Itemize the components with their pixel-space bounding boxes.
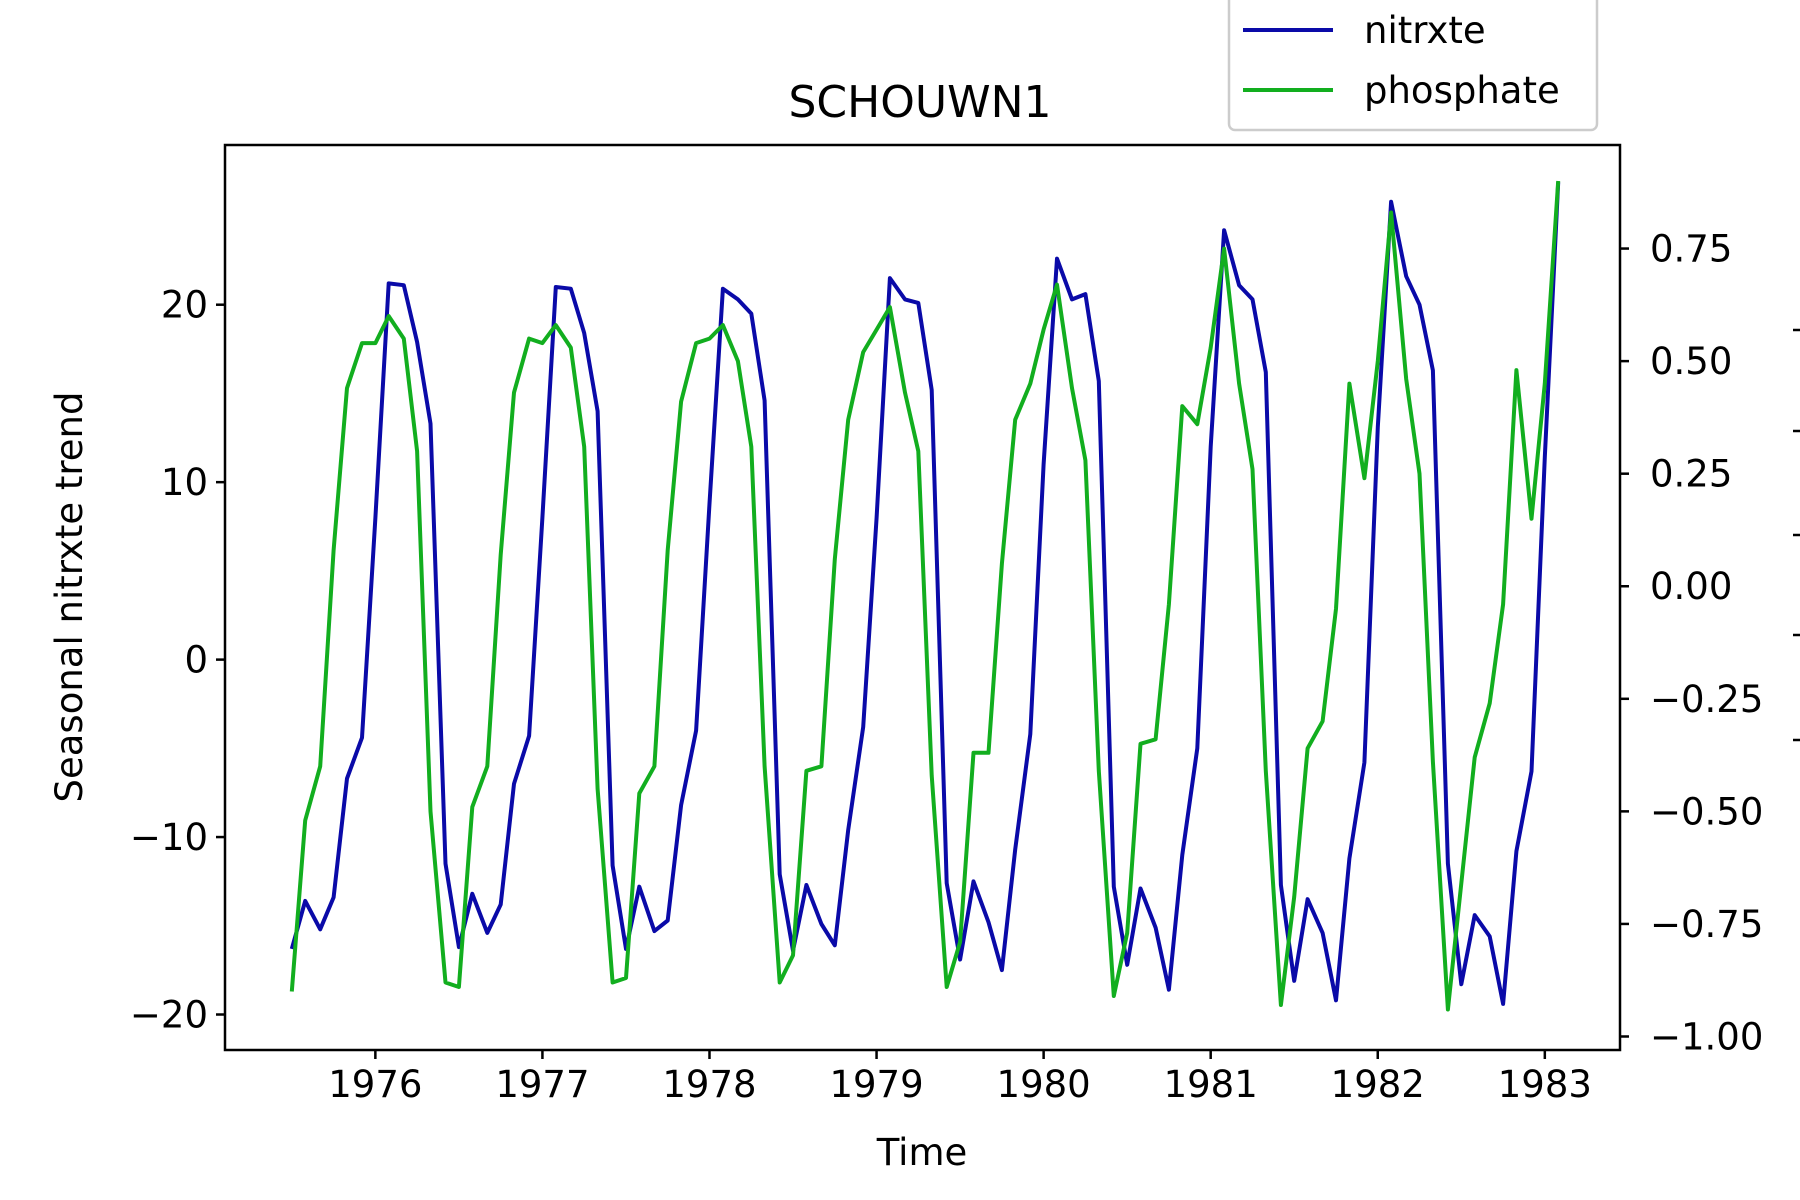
y2-tick-label: 0.25 [1650, 453, 1732, 496]
chart-title: SCHOUWN1 [789, 77, 1052, 128]
y-axis-left: −20 −10 0 10 20 [130, 284, 225, 1037]
legend-label-phosphate: phosphate [1364, 69, 1560, 112]
y-axis-right: −1.00 −0.75 −0.50 −0.25 0.00 0.25 0.50 0.75 [1620, 228, 1763, 1058]
x-tick-label: 1978 [662, 1063, 756, 1106]
x-axis: 1976 1977 1978 1979 1980 1981 1982 1983 [328, 1050, 1592, 1106]
x-tick-label: 1981 [1164, 1063, 1258, 1106]
x-axis-title: Time [876, 1131, 968, 1174]
series-line-nitrxte [289, 182, 1561, 1006]
legend: nitrxte phosphate [1227, 0, 1599, 132]
series-line-phosphate [289, 180, 1561, 1012]
y2-tick-label: 0.75 [1650, 228, 1732, 271]
x-tick-label: 1983 [1498, 1063, 1592, 1106]
x-tick-label: 1977 [495, 1063, 589, 1106]
y-tick-label: −10 [130, 816, 208, 859]
y2-tick-label: 0.00 [1650, 565, 1732, 608]
y2-tick-label: −0.50 [1650, 790, 1763, 833]
y2-tick-label: 0.50 [1650, 340, 1732, 383]
y-axis-title: Seasonal nitrxte trend [48, 392, 91, 803]
outer-axis-fragment [1793, 328, 1800, 742]
y-tick-label: 10 [161, 461, 208, 504]
y-tick-label: 20 [161, 284, 208, 327]
y2-tick-label: −1.00 [1650, 1015, 1763, 1058]
x-tick-label: 1982 [1331, 1063, 1425, 1106]
y2-tick-label: −0.75 [1650, 903, 1763, 946]
y-tick-label: 0 [184, 639, 208, 682]
x-tick-label: 1980 [997, 1063, 1091, 1106]
y2-tick-label: −0.25 [1650, 678, 1763, 721]
legend-box [1227, 0, 1599, 132]
plot-area [289, 180, 1561, 1012]
x-tick-label: 1979 [829, 1063, 923, 1106]
legend-label-nitrxte: nitrxte [1364, 9, 1486, 52]
x-tick-label: 1976 [328, 1063, 422, 1106]
plot-frame [223, 143, 1622, 1052]
y-tick-label: −20 [130, 994, 208, 1037]
